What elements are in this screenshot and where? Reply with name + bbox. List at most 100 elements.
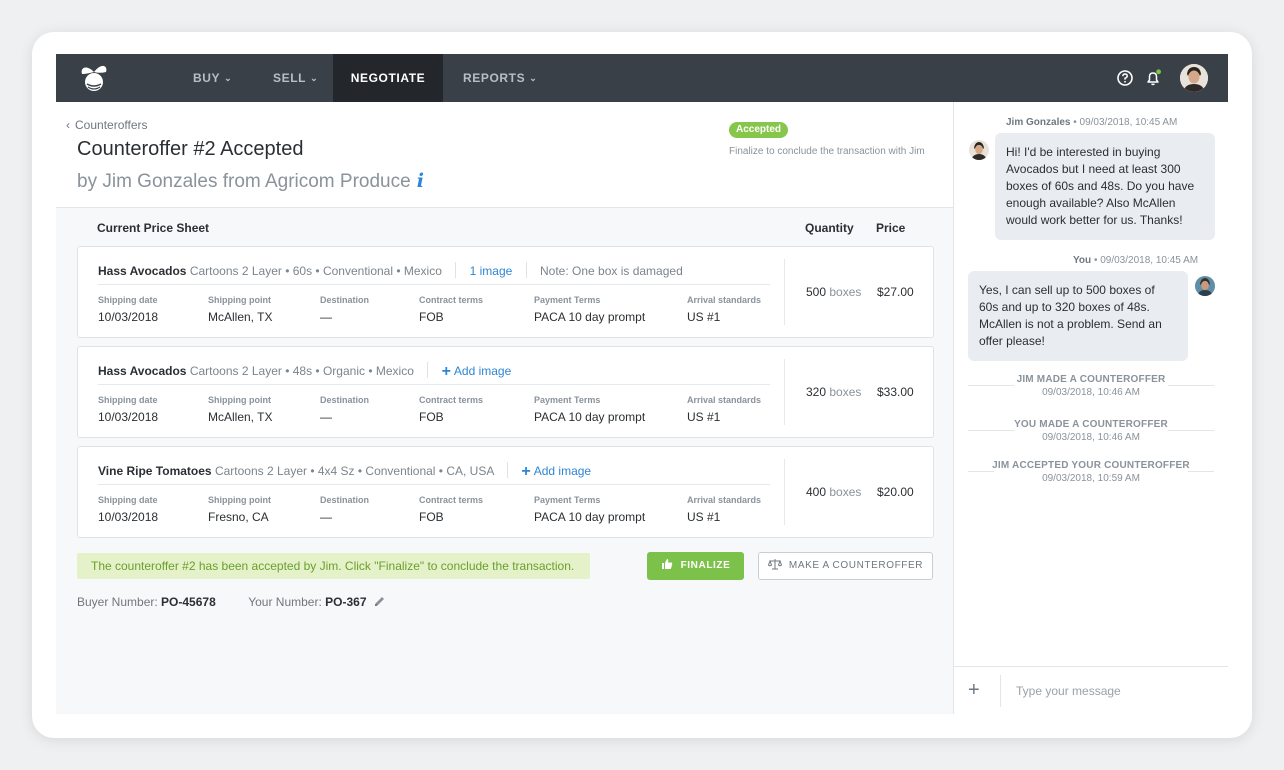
field-label: Payment Terms <box>534 495 601 505</box>
app-frame: BUY ⌄ SELL ⌄ NEGOTIATE REPORTS ⌄ ‹ Counterof… <box>32 32 1252 738</box>
event-time: 09/03/2018, 10:46 AM <box>1042 387 1140 398</box>
divider <box>507 462 509 478</box>
accepted-alert: The counteroffer #2 has been accepted by… <box>77 553 590 579</box>
field-value: US #1 <box>687 410 721 424</box>
field-label: Shipping date <box>98 395 158 405</box>
payment-terms-field: Payment Terms PACA 10 day prompt <box>534 495 645 524</box>
chevron-down-icon: ⌄ <box>224 73 233 83</box>
divider <box>968 471 994 472</box>
breadcrumb-label: Counteroffers <box>75 118 148 132</box>
page-subtitle-text: by Jim Gonzales from Agricom Produce <box>77 171 411 192</box>
message-author: Jim Gonzales <box>1006 117 1071 128</box>
price-header: Price <box>876 221 906 235</box>
shipping-date-field: Shipping date 10/03/2018 <box>98 395 158 424</box>
message-author: You <box>1073 255 1092 266</box>
product-description: Cartoons 2 Layer • 60s • Conventional • … <box>189 264 442 278</box>
shipping-point-field: Shipping point McAllen, TX <box>208 395 272 424</box>
arrival-standards-field: Arrival standards US #1 <box>687 295 761 324</box>
product-name: Hass Avocados <box>98 264 187 278</box>
price-sheet-row[interactable]: Hass Avocados Cartoons 2 Layer • 48s • O… <box>77 346 934 438</box>
message-time: • 09/03/2018, 10:45 AM <box>1093 255 1199 266</box>
add-image-label: Add image <box>533 464 592 478</box>
attach-plus-icon[interactable]: + <box>968 679 980 701</box>
bell-icon[interactable] <box>1144 69 1162 87</box>
event-title: YOU MADE A COUNTEROFFER <box>1014 419 1168 430</box>
shipping-point-field: Shipping point Fresno, CA <box>208 495 271 524</box>
contract-terms-field: Contract terms FOB <box>419 395 483 424</box>
pencil-icon[interactable] <box>373 595 386 608</box>
nav-buy[interactable]: BUY ⌄ <box>193 54 232 102</box>
destination-field: Destination — <box>320 495 369 524</box>
divider <box>98 484 770 485</box>
contract-terms-field: Contract terms FOB <box>419 495 483 524</box>
message-meta: Jim Gonzales • 09/03/2018, 10:45 AM <box>1006 117 1177 128</box>
field-value: PACA 10 day prompt <box>534 310 646 324</box>
price-sheet-row[interactable]: Hass Avocados Cartoons 2 Layer • 60s • C… <box>77 246 934 338</box>
shipping-date-field: Shipping date 10/03/2018 <box>98 295 158 324</box>
nav-reports[interactable]: REPORTS ⌄ <box>463 54 537 102</box>
add-image-link[interactable]: + Add image <box>442 363 512 380</box>
divider <box>98 284 770 285</box>
divider <box>525 262 527 278</box>
nav-negotiate[interactable]: NEGOTIATE <box>333 54 443 102</box>
divider <box>1000 675 1001 707</box>
buyer-number-value: PO-45678 <box>161 595 216 609</box>
field-value: FOB <box>419 310 444 324</box>
row-quantity: 400 boxes <box>806 485 861 499</box>
row-quantity: 320 boxes <box>806 385 861 399</box>
user-avatar[interactable] <box>1180 64 1208 92</box>
chevron-down-icon: ⌄ <box>310 73 319 83</box>
make-counteroffer-label: MAKE A COUNTEROFFER <box>788 560 924 571</box>
product-name: Hass Avocados <box>98 364 187 378</box>
quantity-unit: boxes <box>829 285 862 299</box>
page-subtitle: by Jim Gonzales from Agricom Produce i <box>77 170 424 193</box>
divider <box>98 384 770 385</box>
make-counteroffer-button[interactable]: MAKE A COUNTEROFFER <box>758 552 933 580</box>
field-label: Shipping point <box>208 295 271 305</box>
quantity-unit: boxes <box>829 485 862 499</box>
status-badge: Accepted <box>729 122 789 138</box>
nav-negotiate-label: NEGOTIATE <box>350 71 426 85</box>
divider <box>455 262 457 278</box>
chat-event: JIM ACCEPTED YOUR COUNTEROFFER 09/03/201… <box>968 460 1214 484</box>
chat-message: Yes, I can sell up to 500 boxes of 60s a… <box>968 271 1188 361</box>
chevron-left-icon: ‹ <box>66 118 70 132</box>
breadcrumb[interactable]: ‹ Counteroffers <box>66 118 148 132</box>
add-image-link[interactable]: + Add image <box>521 463 592 480</box>
logo-icon[interactable] <box>76 60 112 96</box>
price-sheet-row[interactable]: Vine Ripe Tomatoes Cartoons 2 Layer • 4x… <box>77 446 934 538</box>
field-value: McAllen, TX <box>208 310 273 324</box>
row-note: Note: One box is damaged <box>539 264 683 278</box>
message-meta: You • 09/03/2018, 10:45 AM <box>1073 255 1198 266</box>
destination-field: Destination — <box>320 395 369 424</box>
divider <box>1168 385 1214 386</box>
row-summary: Vine Ripe Tomatoes Cartoons 2 Layer • 4x… <box>98 462 591 481</box>
destination-field: Destination — <box>320 295 369 324</box>
field-value: Fresno, CA <box>208 510 269 524</box>
event-time: 09/03/2018, 10:46 AM <box>1042 432 1140 443</box>
field-label: Shipping point <box>208 395 271 405</box>
app-window: BUY ⌄ SELL ⌄ NEGOTIATE REPORTS ⌄ ‹ Counterof… <box>56 54 1228 714</box>
event-title: JIM MADE A COUNTEROFFER <box>1016 374 1166 385</box>
field-label: Arrival standards <box>687 395 762 405</box>
shipping-date-field: Shipping date 10/03/2018 <box>98 495 158 524</box>
finalize-button[interactable]: FINALIZE <box>647 552 744 580</box>
divider <box>1188 471 1214 472</box>
field-label: Destination <box>320 295 370 305</box>
buyer-number-label: Buyer Number: <box>77 595 158 609</box>
quantity-value: 400 <box>806 485 827 499</box>
nav-sell[interactable]: SELL ⌄ <box>273 54 318 102</box>
shipping-point-field: Shipping point McAllen, TX <box>208 295 272 324</box>
arrival-standards-field: Arrival standards US #1 <box>687 495 761 524</box>
info-icon[interactable]: i <box>416 170 424 192</box>
field-value: US #1 <box>687 310 721 324</box>
chat-message: Hi! I'd be interested in buying Avocados… <box>995 133 1215 240</box>
field-value: PACA 10 day prompt <box>534 510 646 524</box>
help-icon[interactable] <box>1116 69 1134 87</box>
your-number-label: Your Number: <box>248 595 322 609</box>
divider <box>784 259 785 325</box>
scales-icon <box>767 559 782 570</box>
divider <box>427 362 429 378</box>
image-link[interactable]: 1 image <box>469 264 513 278</box>
message-input[interactable] <box>1016 681 1216 701</box>
